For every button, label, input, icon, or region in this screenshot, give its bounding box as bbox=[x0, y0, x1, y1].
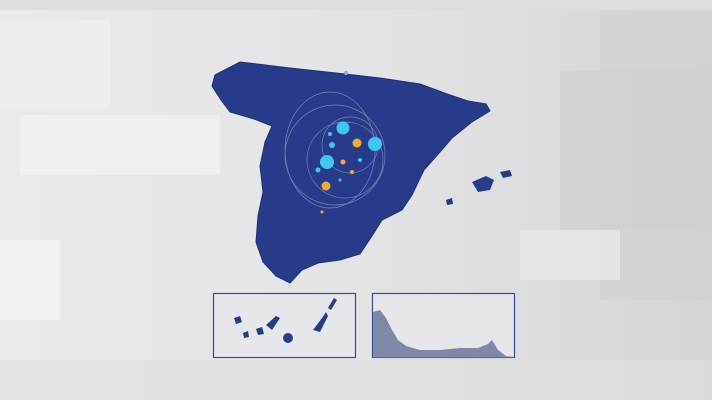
dot bbox=[320, 210, 324, 214]
dot bbox=[340, 159, 346, 165]
panel bbox=[20, 115, 220, 175]
dot bbox=[338, 178, 342, 182]
map-island bbox=[472, 176, 494, 192]
dot bbox=[352, 138, 362, 148]
dot bbox=[320, 155, 334, 169]
dot bbox=[368, 137, 382, 151]
dot bbox=[336, 121, 350, 135]
island bbox=[243, 331, 249, 338]
island bbox=[266, 316, 280, 330]
dot bbox=[328, 132, 332, 136]
panel bbox=[0, 240, 60, 320]
dot bbox=[315, 167, 321, 173]
island bbox=[256, 327, 264, 335]
inset-terrain bbox=[373, 310, 514, 358]
canary-islands bbox=[234, 298, 337, 343]
dot bbox=[358, 158, 362, 162]
panel bbox=[0, 0, 712, 10]
island bbox=[234, 316, 242, 324]
dot bbox=[344, 71, 348, 75]
map-island bbox=[500, 170, 512, 178]
dot bbox=[321, 181, 331, 191]
panel bbox=[0, 360, 712, 400]
island bbox=[283, 333, 293, 343]
dot bbox=[350, 170, 354, 174]
panel bbox=[0, 20, 110, 110]
island bbox=[313, 312, 328, 332]
island bbox=[328, 298, 337, 310]
map-island bbox=[446, 198, 453, 205]
dots bbox=[315, 71, 382, 214]
panel bbox=[520, 230, 620, 280]
dot bbox=[329, 142, 335, 148]
